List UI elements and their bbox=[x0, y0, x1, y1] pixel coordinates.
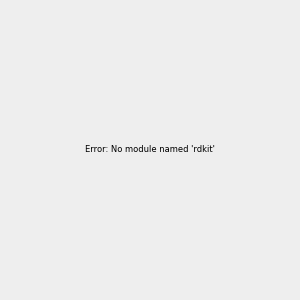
Text: Error: No module named 'rdkit': Error: No module named 'rdkit' bbox=[85, 146, 215, 154]
